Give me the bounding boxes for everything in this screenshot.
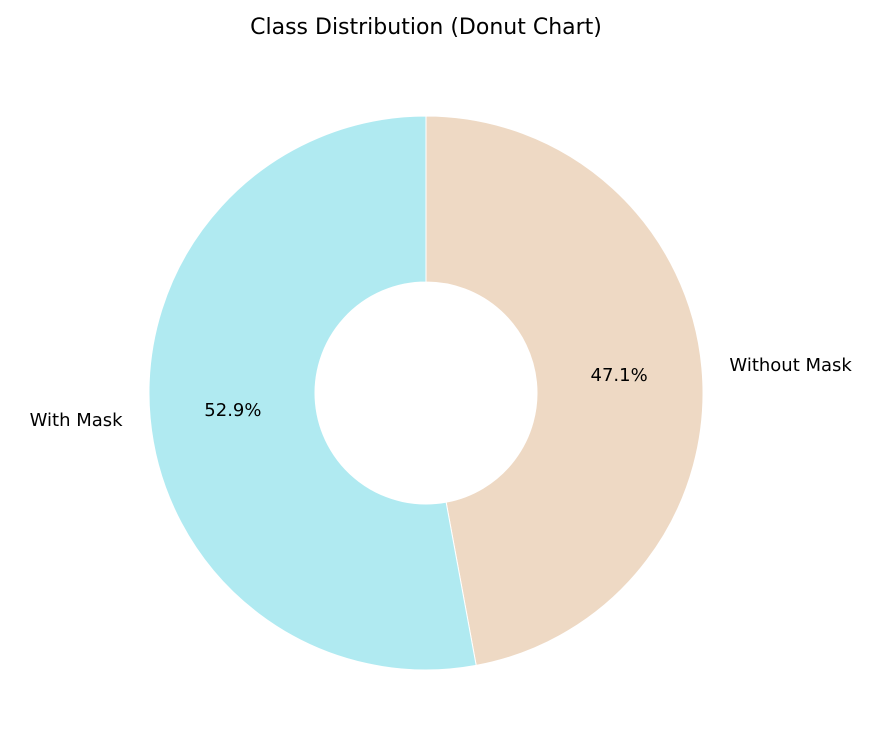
slice-percent-with-mask: 52.9% — [204, 400, 261, 421]
slice-label-without-mask: Without Mask — [729, 355, 852, 376]
slice-without-mask — [425, 115, 704, 666]
chart-title: Class Distribution (Donut Chart) — [250, 15, 602, 40]
labels-group: Without Mask 47.1% With Mask 52.9% — [30, 355, 853, 431]
slice-label-with-mask: With Mask — [30, 410, 124, 431]
slices-group — [148, 115, 704, 671]
slice-percent-without-mask: 47.1% — [591, 365, 648, 386]
slice-with-mask — [148, 115, 477, 671]
